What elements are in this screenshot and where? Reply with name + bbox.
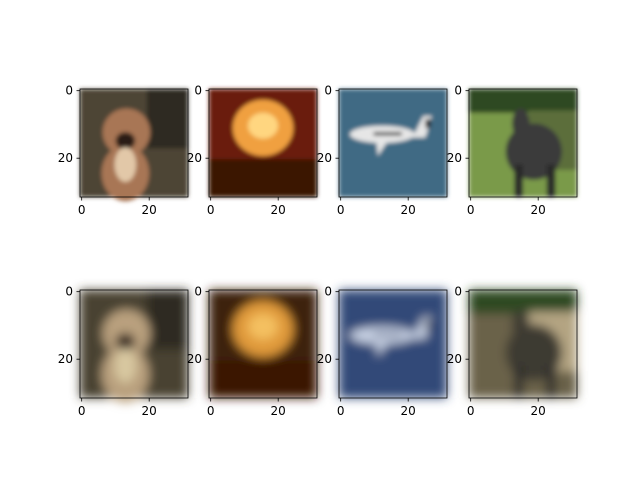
airplane-content <box>339 89 447 197</box>
y-tick-label: 0 <box>324 84 332 98</box>
panel-original-1: 0 20 0 20 <box>58 84 189 217</box>
axes-frame <box>468 88 578 198</box>
panel-reconstructed-1: 0 20 0 20 <box>58 285 189 418</box>
x-tick-label: 20 <box>271 404 286 418</box>
y-tick-label: 20 <box>187 352 202 366</box>
dog-blurred-content <box>80 290 188 403</box>
x-tick-label: 20 <box>271 203 286 217</box>
y-tick-label: 20 <box>58 352 73 366</box>
axes-frame <box>338 88 448 198</box>
x-tick-label: 20 <box>142 404 157 418</box>
axes-frame <box>468 289 578 399</box>
y-tick-label: 20 <box>317 352 332 366</box>
y-tick-label: 0 <box>65 285 73 299</box>
y-tick-label: 0 <box>454 285 462 299</box>
orange-blob-content <box>209 89 317 197</box>
panel-reconstructed-3: 0 20 0 20 <box>317 285 448 418</box>
x-tick-label: 0 <box>337 404 345 418</box>
horse-content <box>469 89 577 197</box>
panel-reconstructed-2: 0 20 0 20 <box>187 285 318 418</box>
panel-reconstructed-4: 0 20 0 20 <box>447 285 578 418</box>
y-tick-label: 0 <box>194 285 202 299</box>
panel-original-2: 0 20 0 20 <box>187 84 318 217</box>
x-tick-label: 20 <box>401 203 416 217</box>
x-tick-label: 0 <box>467 404 475 418</box>
y-tick-label: 0 <box>324 285 332 299</box>
axes-frame <box>208 88 318 198</box>
y-tick-label: 0 <box>65 84 73 98</box>
x-tick-label: 20 <box>531 203 546 217</box>
x-tick-label: 20 <box>142 203 157 217</box>
y-tick-label: 20 <box>447 352 462 366</box>
horse-blurred-content <box>469 290 577 398</box>
x-tick-label: 0 <box>78 404 86 418</box>
x-tick-label: 0 <box>207 404 215 418</box>
panel-original-3: 0 20 0 20 <box>317 84 448 217</box>
y-tick-label: 20 <box>58 151 73 165</box>
x-tick-label: 0 <box>207 203 215 217</box>
y-tick-label: 0 <box>454 84 462 98</box>
axes-frame <box>338 289 448 399</box>
panel-original-4: 0 20 0 20 <box>447 84 578 217</box>
axes-frame <box>79 289 189 399</box>
x-tick-label: 0 <box>337 203 345 217</box>
x-tick-label: 0 <box>467 203 475 217</box>
y-tick-label: 20 <box>317 151 332 165</box>
y-tick-label: 20 <box>447 151 462 165</box>
y-tick-label: 20 <box>187 151 202 165</box>
x-tick-label: 0 <box>78 203 86 217</box>
dog-content <box>80 89 188 202</box>
y-tick-label: 0 <box>194 84 202 98</box>
x-tick-label: 20 <box>531 404 546 418</box>
airplane-blurred-content <box>339 290 447 398</box>
x-tick-label: 20 <box>401 404 416 418</box>
axes-frame <box>208 289 318 399</box>
axes-frame <box>79 88 189 198</box>
orange-blob-blurred-content <box>209 290 317 398</box>
